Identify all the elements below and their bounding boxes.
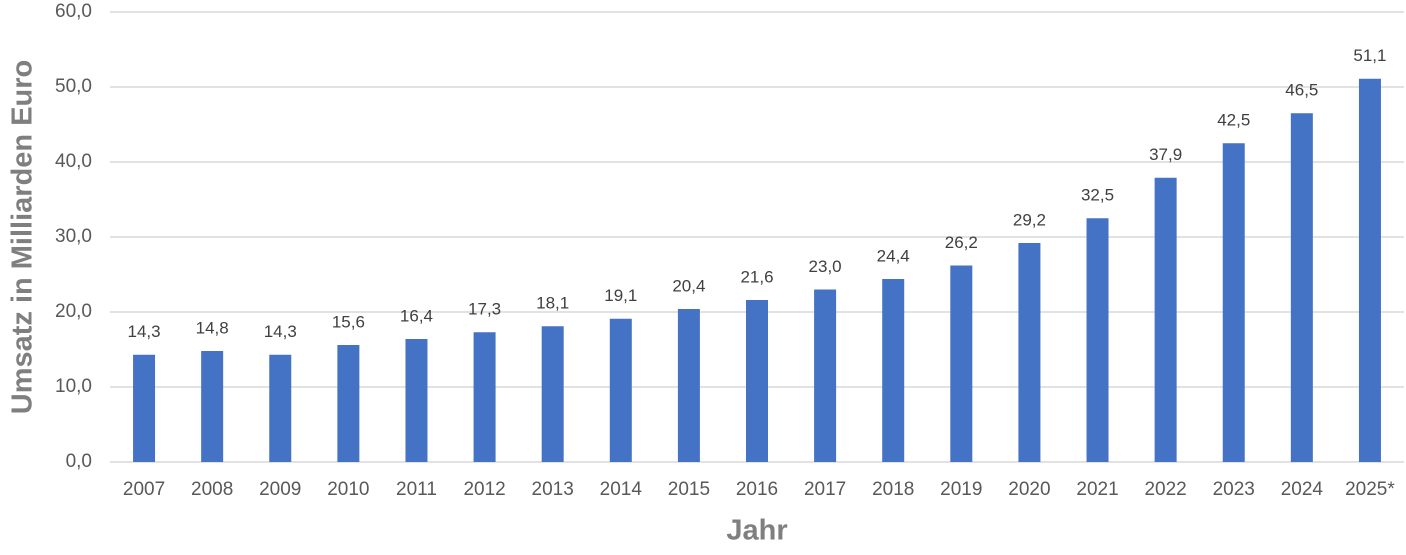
data-label: 16,4 xyxy=(400,306,433,325)
x-tick-label: 2025* xyxy=(1345,479,1395,500)
x-tick-label: 2023 xyxy=(1213,479,1255,500)
bar xyxy=(541,326,564,462)
bar xyxy=(1358,78,1381,462)
bar xyxy=(201,351,224,462)
x-tick-label: 2019 xyxy=(940,479,982,500)
y-tick-label: 10,0 xyxy=(55,376,92,397)
x-tick-label: 2015 xyxy=(668,479,710,500)
x-tick-label: 2020 xyxy=(1008,479,1050,500)
data-label: 19,1 xyxy=(604,286,637,305)
x-tick-label: 2013 xyxy=(532,479,574,500)
bar xyxy=(677,309,700,462)
bar xyxy=(269,354,292,462)
bar xyxy=(1086,218,1109,462)
data-label: 42,5 xyxy=(1217,111,1250,130)
bar xyxy=(814,289,837,462)
data-label: 32,5 xyxy=(1081,186,1114,205)
data-label: 17,3 xyxy=(468,300,501,319)
x-tick-label: 2008 xyxy=(191,479,233,500)
data-label: 37,9 xyxy=(1149,145,1182,164)
x-tick-label: 2024 xyxy=(1281,479,1324,500)
x-tick-label: 2014 xyxy=(600,479,643,500)
x-tick-label: 2022 xyxy=(1144,479,1186,500)
bar xyxy=(473,332,496,462)
data-label: 18,1 xyxy=(536,294,569,313)
bar xyxy=(746,300,768,462)
x-axis-title: Jahr xyxy=(726,515,787,547)
y-tick-label: 40,0 xyxy=(55,151,92,172)
bar xyxy=(133,354,156,462)
bar xyxy=(1018,243,1041,462)
data-label: 14,8 xyxy=(196,318,229,337)
bar xyxy=(1222,143,1245,462)
x-tick-label: 2009 xyxy=(259,479,301,500)
data-label: 14,3 xyxy=(264,322,297,341)
data-label: 46,5 xyxy=(1285,81,1318,100)
x-tick-label: 2007 xyxy=(123,479,165,500)
x-tick-label: 2021 xyxy=(1076,479,1118,500)
x-tick-label: 2016 xyxy=(736,479,778,500)
x-tick-label: 2012 xyxy=(463,479,505,500)
data-label: 26,2 xyxy=(945,233,978,252)
bar xyxy=(950,265,973,462)
data-label: 23,0 xyxy=(809,257,842,276)
data-label: 29,2 xyxy=(1013,210,1046,229)
x-tick-label: 2017 xyxy=(804,479,846,500)
data-label: 14,3 xyxy=(128,322,161,341)
data-label: 20,4 xyxy=(672,276,705,295)
data-label: 24,4 xyxy=(877,246,910,265)
bar xyxy=(405,339,428,462)
data-label: 51,1 xyxy=(1353,46,1386,65)
y-axis-title: Umsatz in Milliarden Euro xyxy=(7,60,39,415)
bar xyxy=(1290,113,1313,462)
y-tick-label: 30,0 xyxy=(55,226,92,247)
y-tick-label: 20,0 xyxy=(55,301,92,322)
x-tick-label: 2010 xyxy=(327,479,369,500)
bar xyxy=(337,345,360,462)
data-label: 15,6 xyxy=(332,312,365,331)
y-tick-label: 50,0 xyxy=(55,76,92,97)
bar xyxy=(1154,177,1177,462)
x-tick-label: 2018 xyxy=(872,479,914,500)
y-tick-label: 60,0 xyxy=(55,1,92,22)
y-tick-label: 0,0 xyxy=(66,451,92,472)
data-label: 21,6 xyxy=(740,267,773,286)
bar xyxy=(609,318,632,462)
bar xyxy=(882,279,905,462)
x-tick-label: 2011 xyxy=(396,479,437,500)
